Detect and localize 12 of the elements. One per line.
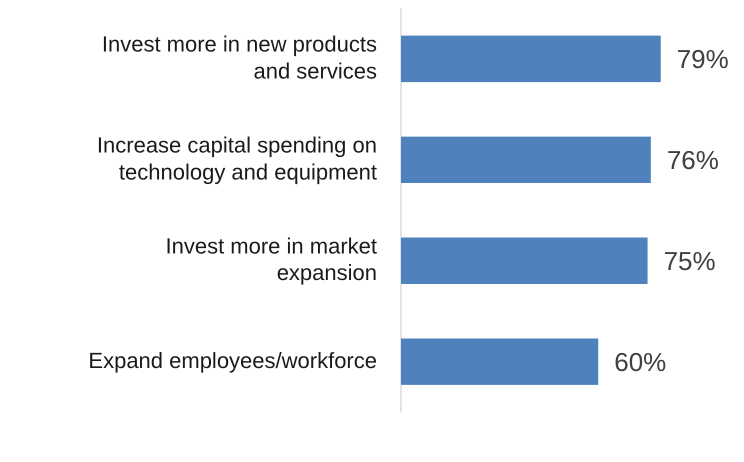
y-tick-label: Invest more in market expansion [165,233,377,286]
bar [401,136,651,184]
y-tick-label: Invest more in new products and services [102,32,377,84]
bar [401,238,648,284]
data-label: 76% [666,144,719,175]
data-label: 79% [676,44,729,74]
data-label: 75% [664,246,716,276]
y-tick-label: Expand employees/workforce [88,348,377,373]
y-tick-label: Increase capital spending on technology and equipment [96,132,377,184]
data-label: 60% [614,346,666,377]
bar [401,36,661,82]
bar [401,338,598,385]
